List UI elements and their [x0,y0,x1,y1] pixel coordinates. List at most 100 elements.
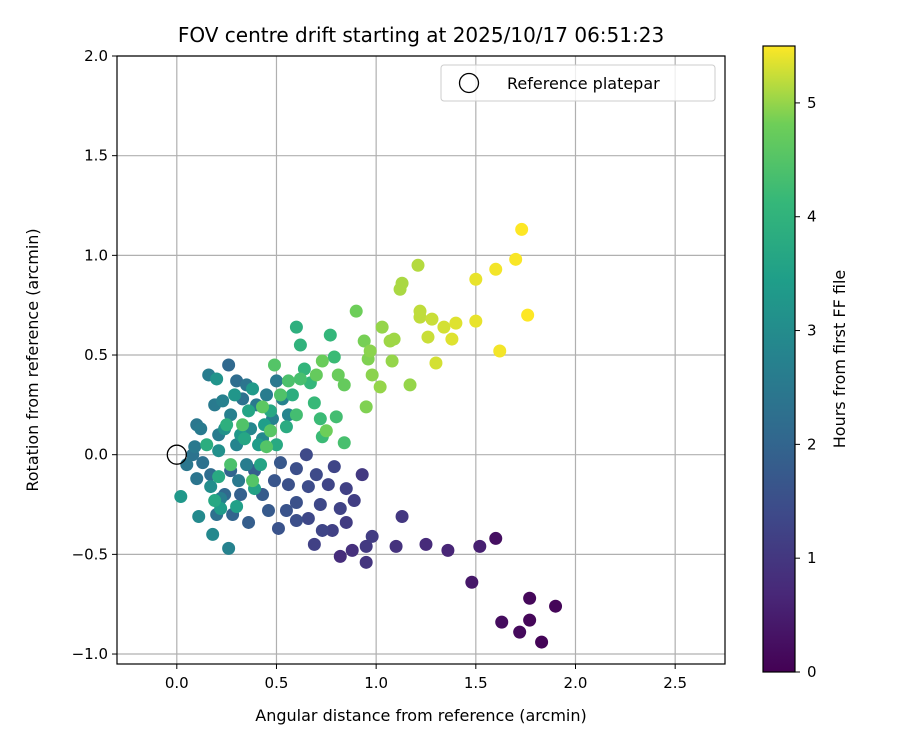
data-point [224,458,238,472]
colorbar-label: Hours from first FF file [830,270,849,449]
data-point [222,541,236,555]
data-point [242,515,256,529]
data-point [319,424,333,438]
data-point [206,527,220,541]
data-point [395,276,409,290]
data-point [267,358,281,372]
data-point [273,388,287,402]
grid [117,55,725,664]
data-point [449,316,463,330]
data-point [509,252,523,266]
colorbar-tick-label: 4 [807,208,817,226]
data-point [236,418,250,432]
data-point [285,388,299,402]
data-point [489,262,503,276]
data-point [267,474,281,488]
data-point [469,272,483,286]
x-tick-label: 1.0 [364,674,388,692]
data-point [260,388,274,402]
data-point [489,531,503,545]
data-point [273,456,287,470]
data-point [395,509,409,523]
colorbar-tick-label: 1 [807,549,817,567]
data-point [403,378,417,392]
data-point [445,332,459,346]
data-point [309,468,323,482]
data-point [493,344,507,358]
data-point [337,436,351,450]
data-point [293,338,307,352]
data-point [246,474,260,488]
data-point [523,613,537,627]
data-point [495,615,509,629]
data-point [313,412,327,426]
legend-box [440,64,716,102]
data-point [337,378,351,392]
data-point [289,496,303,510]
data-point [373,380,387,394]
colorbar-ticks: 0 1 2 3 4 5 [795,94,817,681]
data-point [228,388,242,402]
data-point [323,328,337,342]
data-point [271,521,285,535]
data-point [345,543,359,557]
data-point [421,330,435,344]
data-point [313,498,327,512]
data-point [301,511,315,525]
data-point [549,599,563,613]
data-point [196,456,210,470]
data-point [339,482,353,496]
data-point [262,504,276,518]
data-point [230,374,244,388]
data-point [437,320,451,334]
data-point [194,422,208,436]
data-point [289,408,303,422]
data-point [349,304,363,318]
x-tick-label: 0.5 [265,674,289,692]
x-axis-label: Angular distance from reference (arcmin) [255,706,586,725]
data-point [234,488,248,502]
data-point [357,334,371,348]
data-point [363,344,377,358]
colorbar-tick-label: 5 [807,94,817,112]
data-point [515,222,529,236]
data-point [246,382,260,396]
data-point [347,494,361,508]
data-point [281,374,295,388]
data-point [269,374,283,388]
data-point [535,635,549,649]
legend-label: Reference platepar [507,74,660,93]
data-point [413,304,427,318]
y-tick-label: 0.5 [84,346,108,364]
data-point [200,438,214,452]
data-point [513,625,527,639]
data-point [289,513,303,527]
data-point [180,458,194,472]
data-point [315,523,329,537]
data-point [315,354,329,368]
data-point [174,490,188,504]
data-point [222,358,236,372]
x-tick-label: 2.5 [663,674,687,692]
x-axis-ticks: 0.0 0.5 1.0 1.5 2.0 2.5 [165,664,687,692]
data-point [240,458,254,472]
data-point [299,448,313,462]
data-point [216,394,230,408]
data-point [188,440,202,454]
colorbar-tick-label: 3 [807,322,817,340]
x-tick-label: 0.0 [165,674,189,692]
data-point [389,539,403,553]
y-axis-label: Rotation from reference (arcmin) [23,228,42,491]
y-tick-label: 0.0 [84,446,108,464]
plot-frame [116,55,726,665]
data-point [204,480,218,494]
data-point [289,462,303,476]
data-point [301,480,315,494]
data-point [230,500,244,514]
data-point [469,314,483,328]
data-point [256,400,270,414]
data-point [289,320,303,334]
y-tick-label: 1.5 [84,147,108,165]
x-tick-label: 2.0 [564,674,588,692]
data-point [327,350,341,364]
